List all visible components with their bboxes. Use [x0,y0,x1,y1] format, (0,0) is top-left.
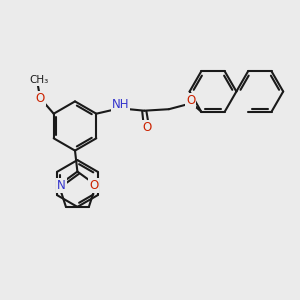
Text: NH: NH [112,98,129,111]
Text: N: N [57,178,66,192]
Text: CH₃: CH₃ [29,75,48,85]
Text: O: O [89,178,98,192]
Text: O: O [36,92,45,105]
Text: O: O [186,94,195,107]
Text: O: O [142,121,151,134]
